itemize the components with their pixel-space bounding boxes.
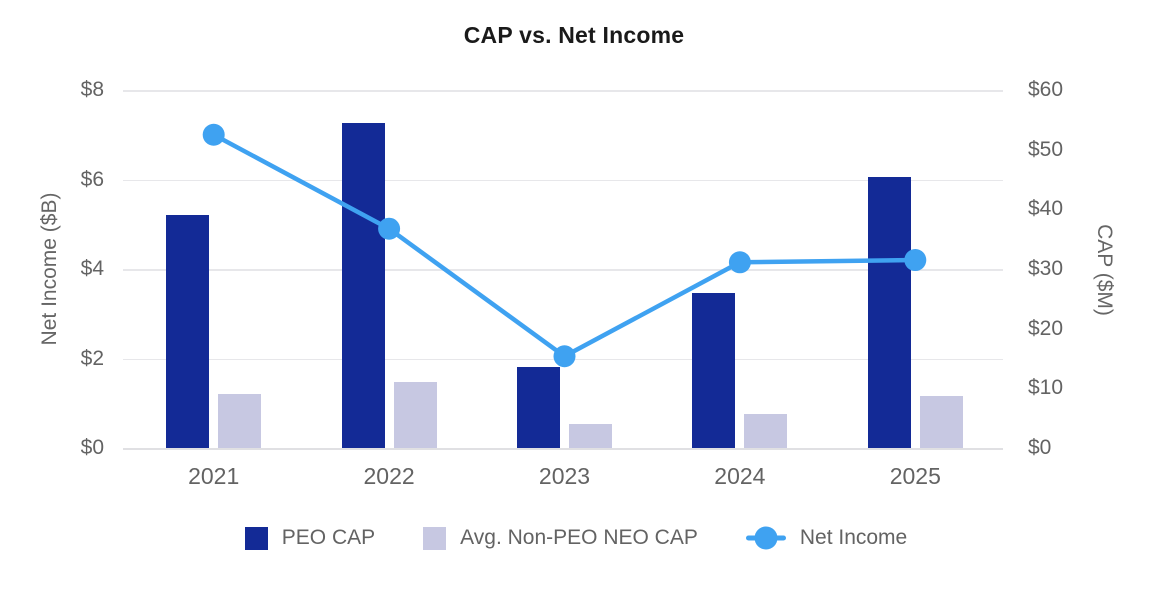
left-tick-4: $4: [80, 257, 104, 280]
gridline-0: [123, 448, 1003, 450]
bar-avg-non-peo-neo-cap-2021: [218, 394, 262, 448]
legend-item-avg-non-peo-neo-cap: Avg. Non-PEO NEO CAP: [423, 526, 698, 550]
gridline-6: [123, 179, 1003, 181]
plot-area: [123, 90, 1003, 450]
bar-avg-non-peo-neo-cap-2022: [393, 382, 437, 448]
right-tick-20: $20: [1028, 316, 1064, 340]
left-axis-title: Net Income ($B): [38, 192, 61, 346]
right-tick-40: $40: [1028, 197, 1064, 221]
line-net-income: [211, 132, 918, 359]
left-tick-0: $0: [80, 436, 104, 459]
x-label-2022: 2022: [363, 463, 415, 489]
left-tick-2: $2: [80, 346, 104, 370]
point-net-income-2022: [378, 217, 401, 240]
bar-peo-cap-2025: [867, 176, 911, 448]
legend: PEO CAP Avg. Non-PEO NEO CAP Net Income: [0, 526, 1152, 550]
bar-peo-cap-2022: [341, 122, 385, 448]
gridline-4: [123, 269, 1003, 271]
bar-avg-non-peo-neo-cap-2025: [919, 395, 963, 448]
point-net-income-2024: [728, 251, 751, 274]
left-tick-6: $6: [80, 167, 104, 191]
legend-swatch-avg-non-peo-neo-cap: [423, 526, 447, 550]
bar-peo-cap-2023: [517, 367, 560, 448]
chart-title: CAP vs. Net Income: [463, 22, 685, 48]
bar-peo-cap-2024: [692, 292, 736, 448]
x-label-2023: 2023: [538, 463, 591, 489]
bar-peo-cap-2021: [166, 215, 210, 448]
right-tick-30: $30: [1028, 257, 1064, 280]
right-axis-title: CAP ($M): [1093, 224, 1116, 316]
legend-item-peo-cap: PEO CAP: [244, 526, 376, 550]
legend-label-peo-cap: PEO CAP: [281, 526, 376, 549]
legend-label-net-income: Net Income: [799, 526, 908, 549]
legend-marker-net-income: [745, 526, 786, 550]
point-net-income-2021: [202, 123, 225, 146]
legend-marker-dot: [754, 526, 778, 550]
point-net-income-2023: [553, 345, 576, 368]
legend-label-avg-non-peo-neo-cap: Avg. Non-PEO NEO CAP: [460, 526, 698, 549]
left-tick-8: $8: [80, 78, 104, 101]
x-label-2021: 2021: [188, 463, 240, 489]
bar-avg-non-peo-neo-cap-2024: [744, 413, 788, 448]
line-layer: [202, 123, 927, 368]
bar-avg-non-peo-neo-cap-2023: [569, 424, 612, 448]
legend-item-net-income: Net Income: [745, 526, 908, 550]
right-tick-50: $50: [1028, 137, 1064, 161]
x-label-2024: 2024: [714, 463, 766, 489]
right-tick-0: $0: [1028, 436, 1052, 459]
point-net-income-2025: [904, 249, 927, 272]
gridline-8: [123, 90, 1003, 92]
right-tick-10: $10: [1028, 376, 1064, 400]
x-label-2025: 2025: [889, 463, 941, 489]
legend-swatch-peo-cap: [244, 526, 268, 550]
right-tick-60: $60: [1028, 78, 1064, 101]
